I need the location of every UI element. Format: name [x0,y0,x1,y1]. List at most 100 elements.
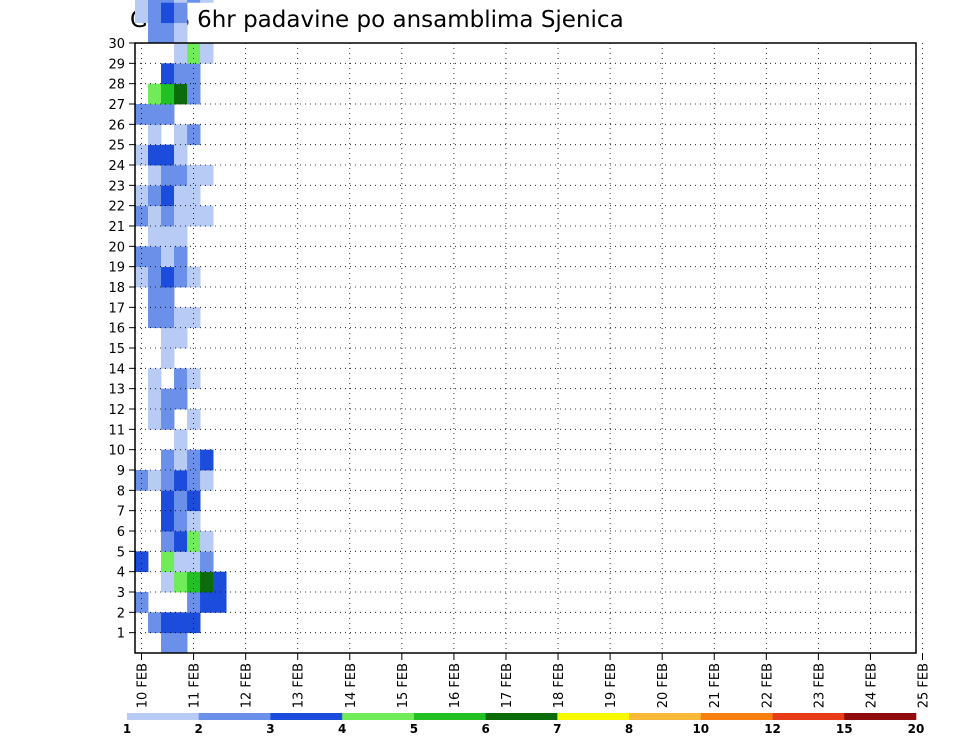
heatmap-cell [200,449,214,471]
heatmap-cell [174,388,188,410]
heatmap-cell [174,429,188,451]
heatmap-cell [200,531,214,552]
y-tick-label: 12 [108,403,125,418]
y-tick-label: 9 [117,464,125,479]
x-tick-label: 12 FEB [240,663,255,708]
heatmap-cell [200,165,214,186]
heatmap-cell [135,144,149,166]
heatmap-cell [148,124,162,146]
heatmap-cell [187,307,201,329]
colorbar-label: 15 [836,722,853,736]
x-tick-label: 13 FEB [292,663,307,708]
y-tick-label: 6 [117,525,125,540]
colorbar: 1 2 3 4 5 6 7 8 10 12 15 20 [123,713,924,736]
heatmap-cell [161,165,175,186]
heatmap-cell [161,104,175,125]
heatmap-cell [148,205,162,227]
heatmap-cell [187,83,201,105]
heatmap-cell [174,83,188,105]
heatmap-cell [187,165,201,186]
colorbar-swatch [700,713,773,720]
y-tick-label: 23 [108,179,125,194]
y-tick-label: 25 [108,139,125,154]
heatmap-cell [200,43,214,64]
heatmap-cell [135,2,149,24]
heatmap-cell [187,449,201,471]
x-tick-label: 10 FEB [136,663,151,708]
heatmap-cell [135,470,149,491]
heatmap-cell [174,571,188,593]
colorbar-swatch [198,713,271,720]
heatmap-cell [135,104,149,125]
heatmap-cell [187,592,201,613]
heatmap-cell [161,632,175,654]
colorbar-swatch [557,713,630,720]
x-tick-label: 18 FEB [552,663,567,708]
colorbar-label: 6 [481,722,489,736]
heatmap-cell [174,307,188,329]
heatmap-cell [161,531,175,552]
y-tick-label: 2 [117,606,125,621]
heatmap-cell [161,612,175,634]
heatmap-cell [161,348,175,369]
heatmap-cell [161,510,175,532]
heatmap-cell [148,307,162,329]
heatmap-cell [161,226,175,247]
colorbar-swatch [844,713,917,720]
chart-title: GEFS 6hr padavine po ansamblima Sjenica [130,7,624,33]
y-tick-label: 22 [108,200,125,215]
y-tick-label: 15 [108,342,125,357]
heatmap-cell [174,510,188,532]
x-tick-label: 19 FEB [604,663,619,708]
heatmap-cell [148,83,162,105]
x-tick-label: 21 FEB [708,663,723,708]
heatmap-cell [187,470,201,491]
x-tick-label: 11 FEB [188,663,203,708]
heatmap-cell [148,22,162,44]
colorbar-label: 1 [123,722,131,736]
colorbar-label: 2 [195,722,203,736]
heatmap-cell [174,531,188,552]
heatmap-cell [148,612,162,634]
heatmap-cell [135,0,149,3]
heatmap-cell [161,266,175,288]
heatmap-cell [187,124,201,146]
heatmap-cell [161,388,175,410]
x-tick-label: 15 FEB [396,663,411,708]
heatmap-cell [161,0,175,3]
x-tick-label: 17 FEB [500,663,515,708]
heatmap-cell [174,0,188,3]
x-tick-label: 14 FEB [344,663,359,708]
colorbar-swatch [127,713,200,720]
heatmap-cell [135,185,149,207]
y-tick-label: 4 [117,566,125,581]
heatmap-cell [187,510,201,532]
heatmap-cell [213,571,227,593]
x-tick-label: 22 FEB [760,663,775,708]
colorbar-swatch [629,713,702,720]
heatmap-cell [161,307,175,329]
colorbar-swatch [342,713,415,720]
heatmap-cells [135,0,227,654]
heatmap-cell [161,571,175,593]
y-tick-label: 20 [108,240,125,255]
heatmap-cell [174,2,188,24]
x-tick-label: 24 FEB [864,663,879,708]
heatmap-cell [135,246,149,268]
heatmap-cell [174,144,188,166]
x-tick-label: 16 FEB [448,663,463,708]
heatmap-cell [161,185,175,207]
heatmap-cell [187,409,201,430]
y-tick-label: 1 [117,627,125,642]
y-tick-label: 27 [108,98,125,113]
heatmap-cell [148,104,162,125]
heatmap-cell [161,22,175,44]
heatmap-cell [148,368,162,390]
y-tick-label: 8 [117,484,125,499]
y-tick-label: 3 [117,586,125,601]
heatmap-cell [174,246,188,268]
heatmap-cell [174,165,188,186]
heatmap-cell [148,246,162,268]
x-tick-label: 23 FEB [812,663,827,708]
